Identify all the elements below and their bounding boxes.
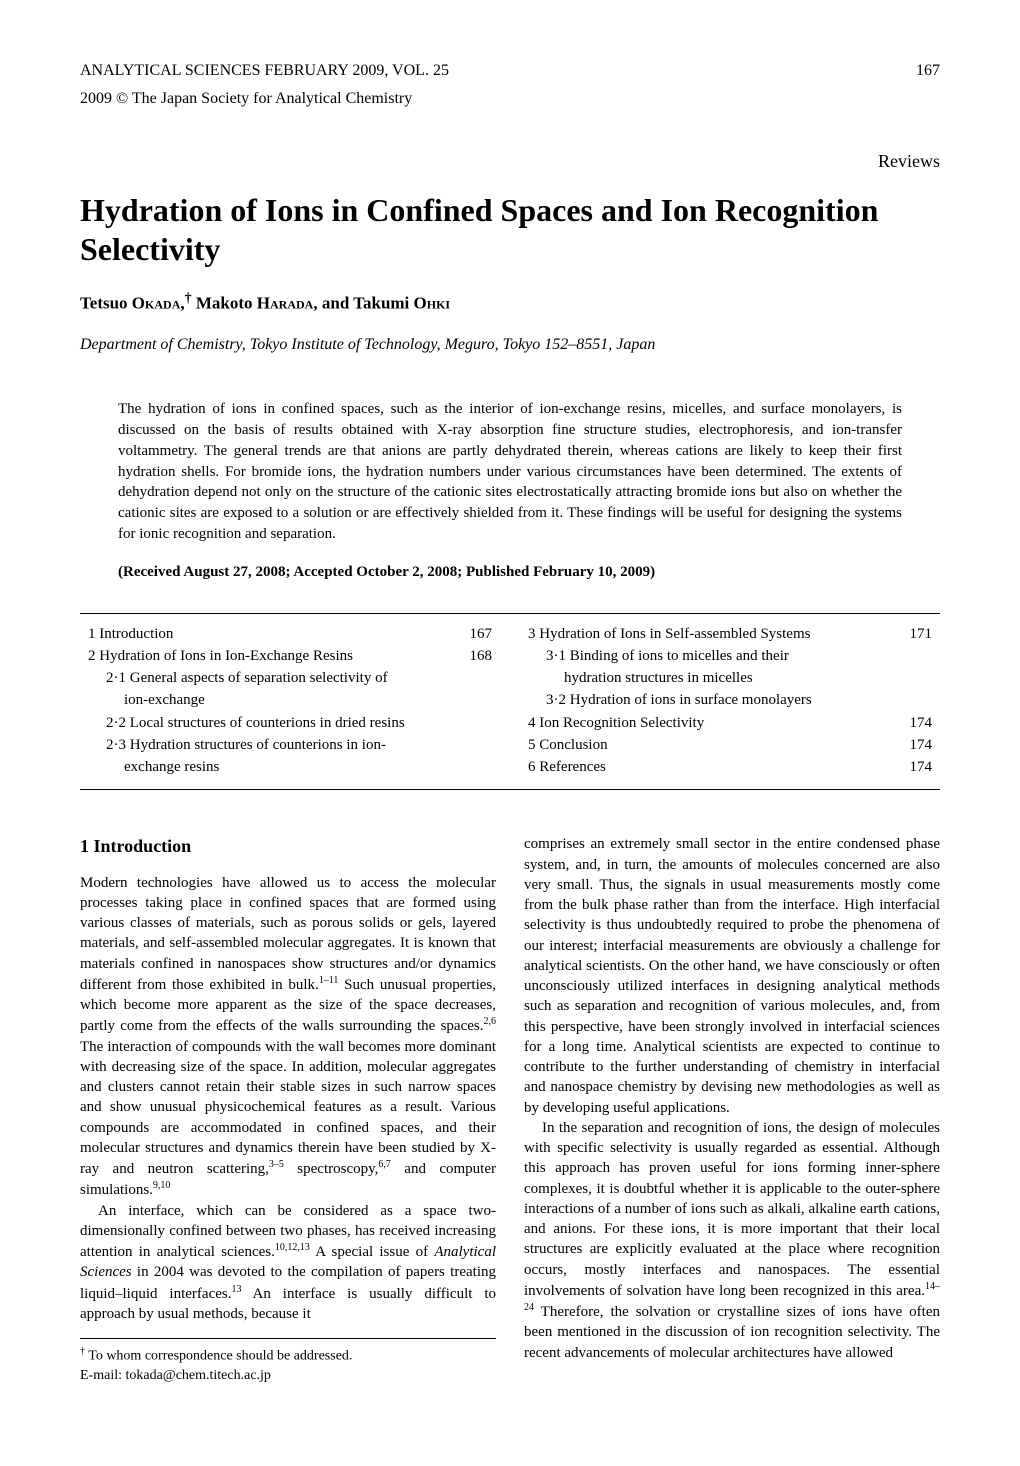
table-of-contents: 1 Introduction1672 Hydration of Ions in …: [80, 613, 940, 791]
toc-left-column: 1 Introduction1672 Hydration of Ions in …: [88, 624, 492, 780]
toc-right-column: 3 Hydration of Ions in Self-assembled Sy…: [528, 624, 932, 780]
toc-entry: 3·2 Hydration of ions in surface monolay…: [528, 690, 932, 710]
toc-label: 5 Conclusion: [528, 735, 892, 755]
toc-label: 2 Hydration of Ions in Ion-Exchange Resi…: [88, 646, 452, 666]
body-paragraph: comprises an extremely small sector in t…: [524, 834, 940, 1118]
toc-page-number: [452, 757, 492, 777]
toc-entry: 2 Hydration of Ions in Ion-Exchange Resi…: [88, 646, 492, 666]
toc-entry: 2·3 Hydration structures of counterions …: [88, 735, 492, 755]
correspondence-footnote: † To whom correspondence should be addre…: [80, 1345, 496, 1367]
toc-label: 2·1 General aspects of separation select…: [88, 668, 452, 688]
toc-page-number: 168: [452, 646, 492, 666]
toc-entry: exchange resins: [88, 757, 492, 777]
copyright-line: 2009 © The Japan Society for Analytical …: [80, 88, 940, 110]
journal-header: ANALYTICAL SCIENCES FEBRUARY 2009, VOL. …: [80, 60, 449, 82]
footnote-rule: [80, 1338, 496, 1339]
toc-page-number: [892, 668, 932, 688]
toc-entry: 1 Introduction167: [88, 624, 492, 644]
body-paragraph: In the separation and recognition of ion…: [524, 1118, 940, 1363]
toc-page-number: 174: [892, 757, 932, 777]
toc-page-number: 167: [452, 624, 492, 644]
toc-label: 4 Ion Recognition Selectivity: [528, 713, 892, 733]
toc-entry: 2·1 General aspects of separation select…: [88, 668, 492, 688]
toc-page-number: 171: [892, 624, 932, 644]
section-heading-introduction: 1 Introduction: [80, 834, 496, 858]
toc-entry: 2·2 Local structures of counterions in d…: [88, 713, 492, 733]
toc-label: ion-exchange: [88, 690, 452, 710]
toc-entry: 5 Conclusion174: [528, 735, 932, 755]
toc-entry: 3 Hydration of Ions in Self-assembled Sy…: [528, 624, 932, 644]
toc-page-number: 174: [892, 713, 932, 733]
received-line: (Received August 27, 2008; Accepted Octo…: [118, 562, 902, 582]
toc-entry: ion-exchange: [88, 690, 492, 710]
toc-entry: 4 Ion Recognition Selectivity174: [528, 713, 932, 733]
toc-page-number: [452, 690, 492, 710]
toc-entry: 3·1 Binding of ions to micelles and thei…: [528, 646, 932, 666]
body-column-right: comprises an extremely small sector in t…: [524, 834, 940, 1385]
article-title: Hydration of Ions in Confined Spaces and…: [80, 191, 940, 268]
toc-page-number: [452, 735, 492, 755]
author-list: Tetsuo Okada,† Makoto Harada, and Takumi…: [80, 290, 940, 316]
abstract-text: The hydration of ions in confined spaces…: [118, 399, 902, 544]
toc-label: 1 Introduction: [88, 624, 452, 644]
toc-label: 3·2 Hydration of ions in surface monolay…: [528, 690, 892, 710]
toc-entry: hydration structures in micelles: [528, 668, 932, 688]
toc-label: 2·2 Local structures of counterions in d…: [88, 713, 452, 733]
affiliation: Department of Chemistry, Tokyo Institute…: [80, 334, 940, 356]
email-footnote: E-mail: tokada@chem.titech.ac.jp: [80, 1367, 496, 1386]
page-number: 167: [916, 60, 940, 82]
toc-label: 3 Hydration of Ions in Self-assembled Sy…: [528, 624, 892, 644]
body-column-left: 1 Introduction Modern technologies have …: [80, 834, 496, 1385]
toc-page-number: [892, 690, 932, 710]
toc-page-number: [892, 646, 932, 666]
toc-label: 2·3 Hydration structures of counterions …: [88, 735, 452, 755]
toc-page-number: 174: [892, 735, 932, 755]
toc-entry: 6 References174: [528, 757, 932, 777]
body-paragraph: Modern technologies have allowed us to a…: [80, 873, 496, 1201]
body-paragraph: An interface, which can be considered as…: [80, 1201, 496, 1325]
article-kicker: Reviews: [80, 149, 940, 173]
toc-page-number: [452, 713, 492, 733]
toc-page-number: [452, 668, 492, 688]
toc-label: 6 References: [528, 757, 892, 777]
toc-label: exchange resins: [88, 757, 452, 777]
toc-label: hydration structures in micelles: [528, 668, 892, 688]
toc-label: 3·1 Binding of ions to micelles and thei…: [528, 646, 892, 666]
